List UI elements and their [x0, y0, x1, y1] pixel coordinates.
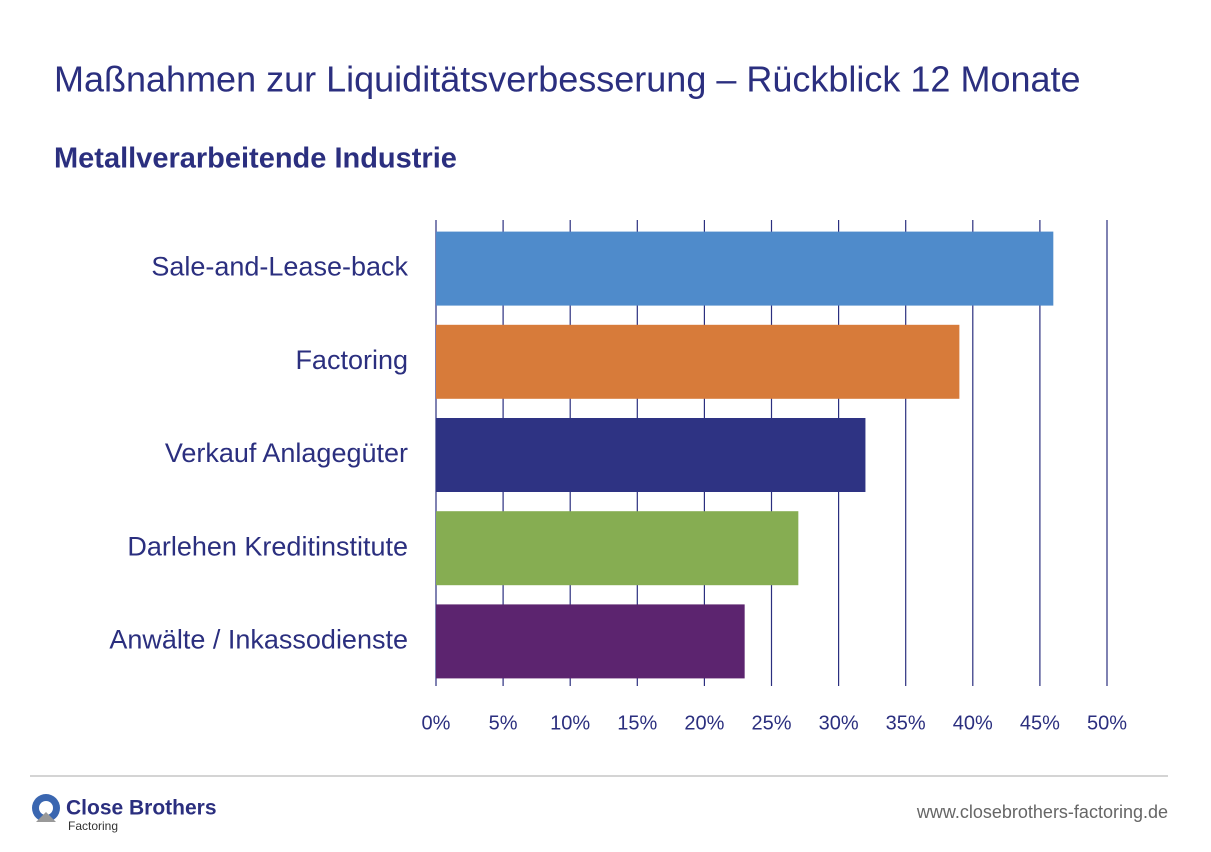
x-tick-label: 45%: [1020, 712, 1060, 734]
bar: [436, 418, 866, 492]
chart-subtitle: Metallverarbeitende Industrie: [54, 143, 457, 175]
x-tick-label: 5%: [489, 712, 518, 734]
y-tick-label: Darlehen Kreditinstitute: [127, 531, 408, 561]
x-tick-label: 25%: [751, 712, 791, 734]
logo-icon-inner: [39, 801, 53, 815]
x-tick-label: 15%: [617, 712, 657, 734]
x-tick-label: 30%: [819, 712, 859, 734]
y-tick-label: Verkauf Anlagegüter: [165, 438, 408, 468]
bar: [436, 324, 960, 399]
x-tick-label: 20%: [684, 712, 724, 734]
bar: [436, 511, 799, 586]
logo-icon-base: [36, 812, 56, 822]
x-tick-label: 50%: [1087, 712, 1127, 734]
x-tick-label: 40%: [953, 712, 993, 734]
brand: Close Brothers: [66, 797, 217, 820]
x-tick-label: 35%: [886, 712, 926, 734]
chart-title: Maßnahmen zur Liquiditätsverbesserung – …: [54, 59, 1081, 100]
brand-sub: Factoring: [68, 819, 118, 833]
x-tick-label: 0%: [422, 712, 451, 734]
url: www.closebrothers-factoring.de: [916, 802, 1168, 822]
y-tick-label: Anwälte / Inkassodienste: [109, 625, 408, 655]
x-tick-label: 10%: [550, 712, 590, 734]
bar: [436, 604, 745, 679]
y-tick-label: Sale-and-Lease-back: [151, 252, 408, 282]
y-tick-label: Factoring: [295, 345, 408, 375]
bar: [436, 231, 1054, 306]
